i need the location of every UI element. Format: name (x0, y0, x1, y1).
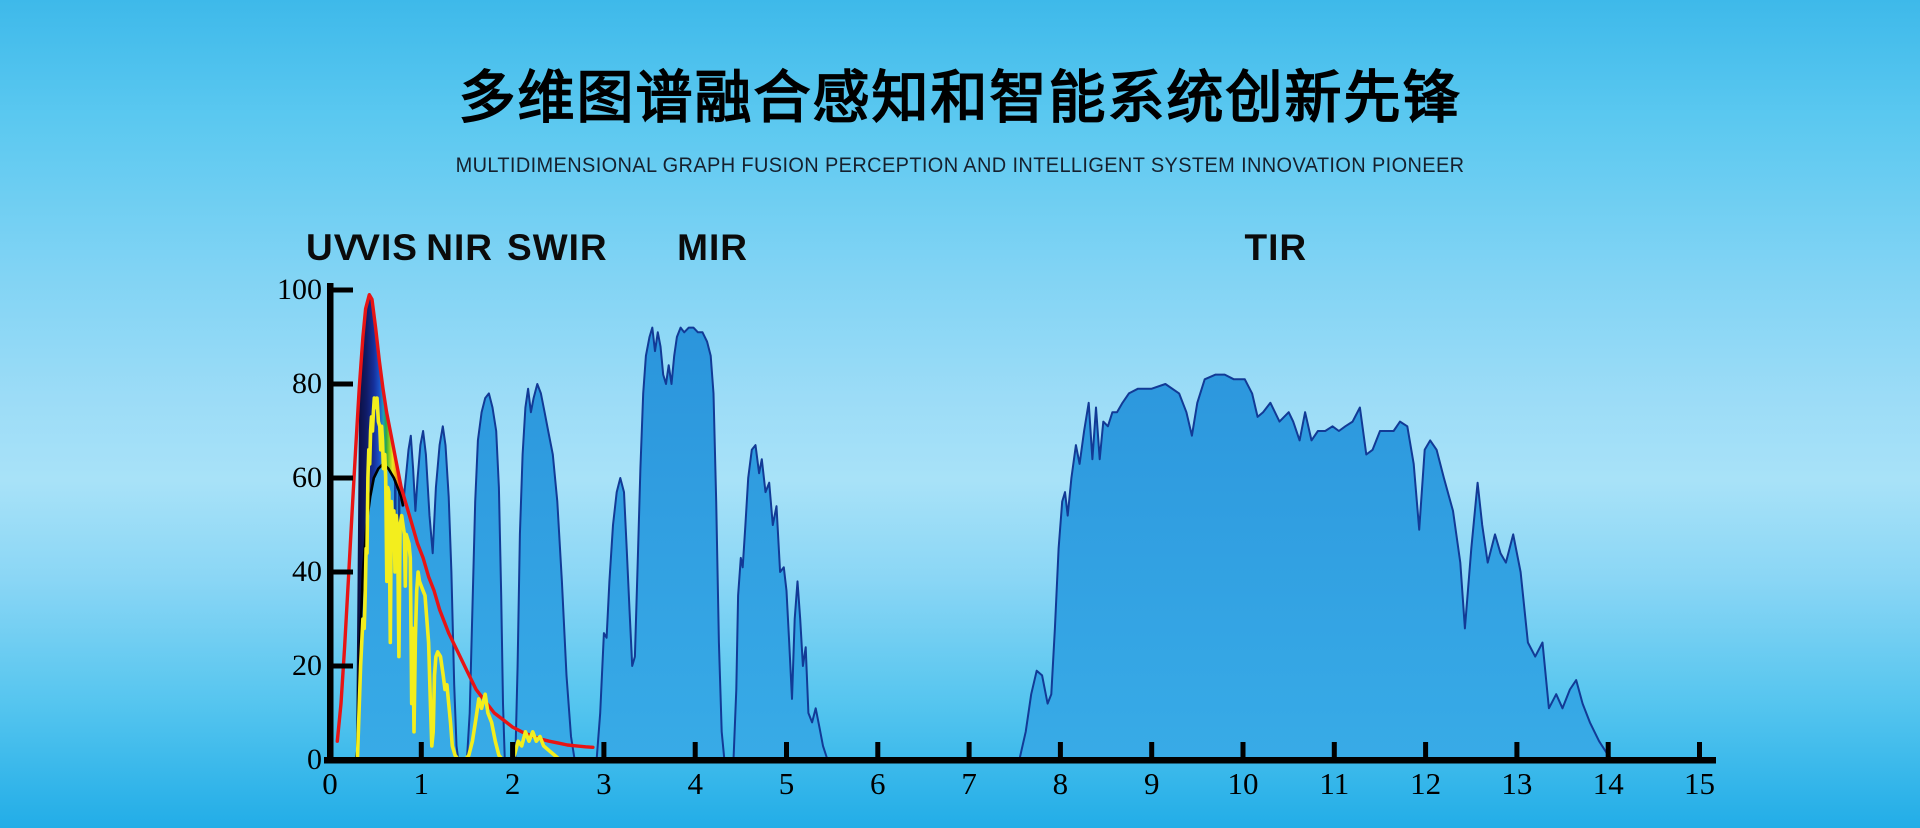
transmission-outline (355, 326, 1614, 761)
band-label-uv: UV (306, 227, 360, 268)
x-axis-label: 12 (1410, 766, 1442, 801)
x-axis-label: 7 (961, 766, 977, 801)
y-axis-label: 60 (292, 461, 322, 494)
x-axis-label: 14 (1592, 766, 1624, 801)
x-axis (324, 757, 1716, 764)
x-tick (1697, 742, 1702, 758)
x-tick (966, 742, 972, 758)
y-tick (333, 287, 353, 293)
x-tick (1423, 742, 1429, 758)
x-tick (1605, 742, 1611, 758)
x-axis-label: 4 (687, 766, 703, 801)
y-tick (333, 663, 353, 669)
y-tick (333, 475, 353, 481)
y-axis-label: 0 (307, 743, 322, 776)
x-axis-label: 1 (413, 766, 430, 801)
x-tick (1240, 742, 1246, 758)
x-axis-label: 6 (870, 766, 886, 801)
band-label-vis: VIS (355, 227, 418, 268)
x-axis-label: 15 (1684, 766, 1715, 801)
transmission-area (356, 327, 1613, 760)
x-tick (875, 742, 881, 758)
y-axis-label: 80 (292, 367, 322, 400)
y-axis (327, 283, 334, 763)
x-tick (692, 742, 698, 758)
x-tick (327, 742, 333, 758)
x-axis-label: 13 (1501, 766, 1533, 801)
x-tick (1331, 742, 1337, 758)
page-subtitle: MULTIDIMENSIONAL GRAPH FUSION PERCEPTION… (455, 154, 1465, 177)
x-tick (510, 742, 516, 758)
y-axis-label: 100 (277, 273, 322, 306)
x-tick (1057, 742, 1063, 758)
x-axis-label: 0 (322, 766, 338, 801)
x-tick (784, 742, 789, 758)
y-axis-label: 20 (292, 649, 322, 682)
page-title: 多维图谱融合感知和智能系统创新先锋 (458, 66, 1462, 130)
x-axis-label: 3 (596, 766, 612, 801)
y-tick (333, 381, 353, 387)
band-label-mir: MIR (677, 227, 748, 268)
x-tick (418, 742, 424, 758)
band-label-tir: TIR (1244, 227, 1308, 268)
band-label-nir: NIR (426, 227, 493, 268)
visible-spectrum-wedge (356, 294, 403, 760)
x-axis-label: 8 (1052, 766, 1069, 801)
y-tick (333, 569, 353, 575)
x-axis-label: 9 (1143, 766, 1160, 801)
x-tick (601, 742, 607, 758)
y-axis-label: 40 (292, 555, 322, 588)
x-tick (1149, 742, 1155, 758)
x-axis-label: 5 (778, 766, 795, 801)
band-label-swir: SWIR (507, 227, 608, 268)
x-axis-label: 11 (1319, 766, 1350, 801)
x-axis-label: 10 (1227, 766, 1259, 801)
x-tick (1514, 742, 1520, 758)
solar-ground-curve (355, 396, 562, 762)
x-axis-label: 2 (504, 766, 521, 801)
